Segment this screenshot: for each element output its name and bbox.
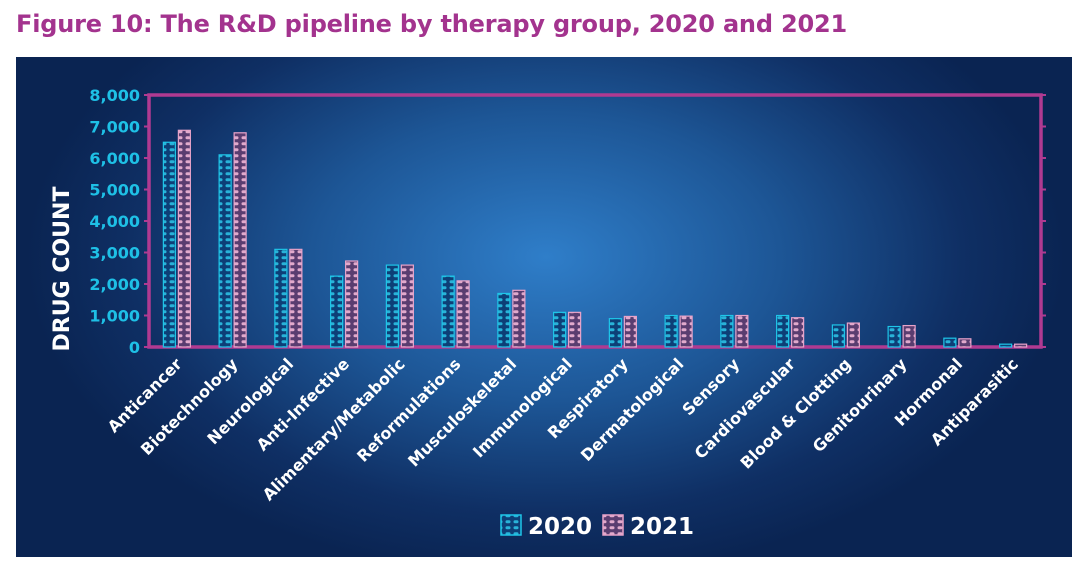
bar-2020-musculoskeletal bbox=[497, 292, 511, 348]
bar-2021-respiratory bbox=[623, 315, 637, 348]
bar-2020-reformulations bbox=[441, 275, 455, 348]
y-tick-label: 5,000 bbox=[89, 181, 140, 200]
legend: 2020 2021 bbox=[500, 514, 694, 540]
bar-2021-alimentary-metabolic bbox=[400, 264, 414, 348]
bar-2021-musculoskeletal bbox=[512, 289, 526, 348]
figure-title: Figure 10: The R&D pipeline by therapy g… bbox=[16, 10, 847, 38]
bar-2020-cardiovascular bbox=[776, 314, 790, 348]
bar-2021-sensory bbox=[735, 314, 749, 348]
x-tick-label: Cardiovascular bbox=[691, 354, 799, 462]
legend-swatch-2020 bbox=[500, 514, 522, 536]
bar-2020-genitourinary bbox=[887, 325, 901, 348]
x-tick-label: Dermatological bbox=[577, 354, 688, 465]
bar-2021-reformulations bbox=[456, 280, 470, 348]
bar-2020-blood-clotting bbox=[831, 324, 845, 348]
legend-swatch-2021 bbox=[602, 514, 624, 536]
bar-2020-antiparasitic bbox=[999, 343, 1013, 348]
x-tick-label: Reformulations bbox=[353, 354, 464, 465]
bar-2020-respiratory bbox=[608, 318, 622, 348]
x-tick-label: Biotechnology bbox=[137, 354, 242, 459]
bar-2020-neurological bbox=[274, 248, 288, 348]
bar-2021-anticancer bbox=[177, 129, 191, 348]
x-tick-label: Genitourinary bbox=[809, 354, 911, 456]
bar-2021-blood-clotting bbox=[846, 322, 860, 348]
bar-2021-antiparasitic bbox=[1014, 343, 1028, 348]
legend-label-2021: 2021 bbox=[630, 514, 694, 540]
y-axis-title: DRUG COUNT bbox=[50, 187, 75, 352]
bar-2020-immunological bbox=[553, 311, 567, 348]
chart-panel: 0 1,000 2,000 3,000 4,000 5,000 6,000 7,000 8,00… bbox=[16, 57, 1072, 557]
bar-2021-cardiovascular bbox=[791, 317, 805, 348]
bars-group bbox=[162, 129, 1028, 348]
y-tick-label: 2,000 bbox=[89, 275, 140, 294]
y-tick-label: 4,000 bbox=[89, 212, 140, 231]
x-tick-label: Immunological bbox=[469, 354, 576, 461]
bar-2021-dermatological bbox=[679, 315, 693, 348]
bar-2021-neurological bbox=[289, 248, 303, 348]
bar-2021-hormonal bbox=[958, 338, 972, 348]
bar-2021-genitourinary bbox=[902, 324, 916, 348]
y-tick-label: 8,000 bbox=[89, 86, 140, 105]
bar-2020-anti-infective bbox=[330, 275, 344, 348]
bar-2020-dermatological bbox=[664, 314, 678, 348]
y-tick-label: 6,000 bbox=[89, 149, 140, 168]
bar-2021-biotechnology bbox=[233, 132, 247, 348]
bar-2021-anti-infective bbox=[345, 260, 359, 348]
x-tick-label: Musculoskeletal bbox=[404, 354, 520, 470]
y-tick-label: 3,000 bbox=[89, 244, 140, 263]
y-tick-label: 1,000 bbox=[89, 307, 140, 326]
bar-2020-alimentary-metabolic bbox=[385, 264, 399, 348]
bar-2021-immunological bbox=[568, 311, 582, 348]
bar-2020-biotechnology bbox=[218, 154, 232, 348]
bar-2020-hormonal bbox=[943, 337, 957, 348]
y-axis: 0 1,000 2,000 3,000 4,000 5,000 6,000 7,000 8,00… bbox=[89, 86, 1046, 357]
y-tick-label: 0 bbox=[129, 338, 140, 357]
bar-2020-anticancer bbox=[162, 141, 176, 348]
bar-chart: 0 1,000 2,000 3,000 4,000 5,000 6,000 7,000 8,00… bbox=[50, 86, 1046, 540]
legend-label-2020: 2020 bbox=[528, 514, 592, 540]
x-axis: AnticancerBiotechnologyNeurologicalAnti-… bbox=[104, 354, 1022, 504]
y-tick-label: 7,000 bbox=[89, 118, 140, 137]
bar-2020-sensory bbox=[720, 314, 734, 348]
